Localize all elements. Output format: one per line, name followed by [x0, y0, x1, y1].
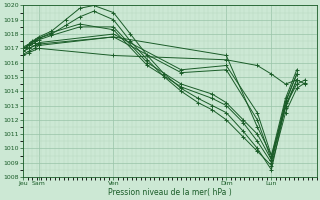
- X-axis label: Pression niveau de la mer( hPa ): Pression niveau de la mer( hPa ): [108, 188, 232, 197]
